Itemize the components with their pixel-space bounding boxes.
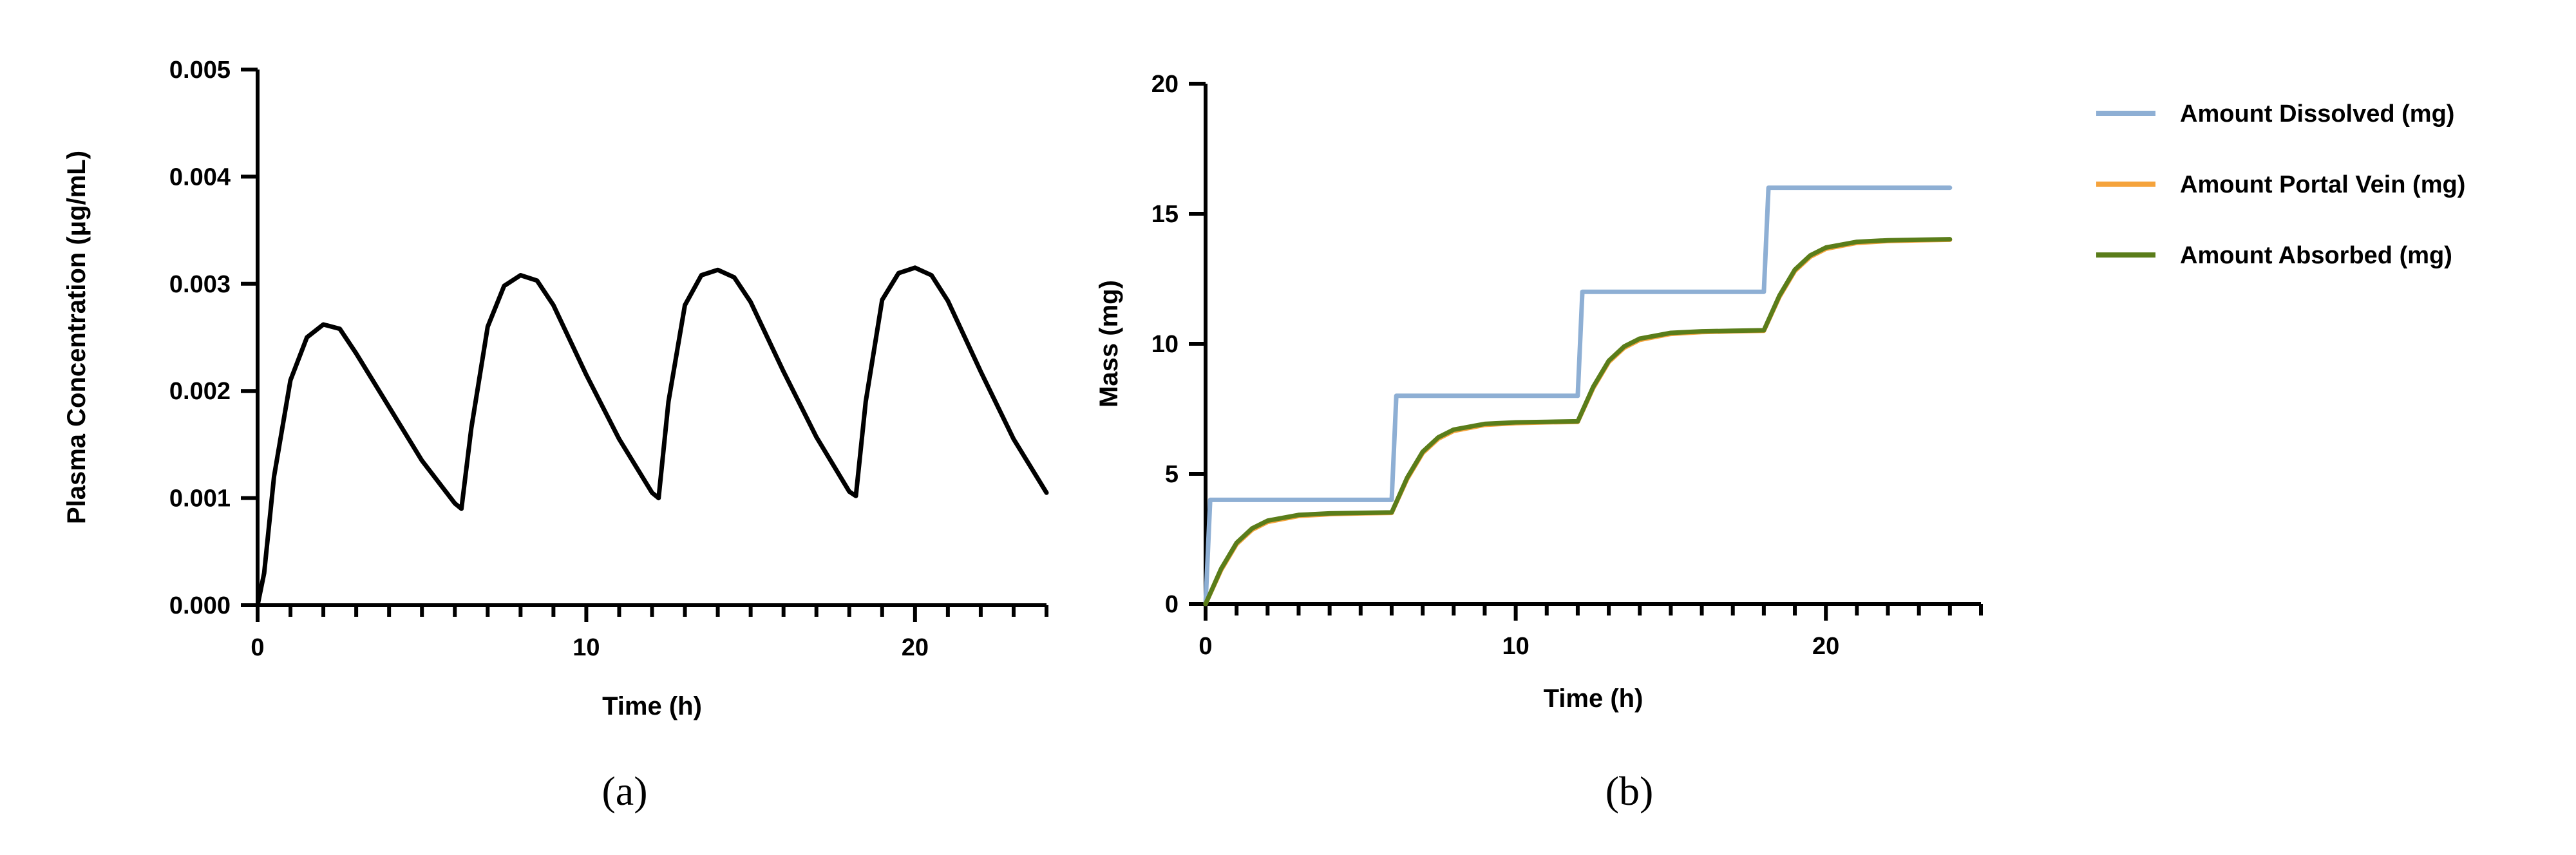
chart-b-legend-label-1: Amount Portal Vein (mg) [2180,171,2465,198]
chart-b-y-axis-title: Mass (mg) [1095,280,1123,408]
chart-a-series-line-0 [255,265,1049,608]
chart-b-y-tick-label: 20 [1151,71,1179,98]
chart-b-legend-label-0: Amount Dissolved (mg) [2180,100,2454,127]
chart-a-plasma-concentration: 0 10 20 0.000 0.001 0.002 0.003 0.004 0.005 Time … [62,57,1049,814]
chart-a-x-axis-title: Time (h) [602,692,702,720]
chart-a-panel-label: (a) [601,768,647,814]
chart-b-x-axis-title: Time (h) [1544,684,1643,713]
chart-a-y-tick-label: 0.003 [169,271,231,298]
chart-b-x-tick-label: 20 [1812,633,1839,660]
chart-a-y-tick-label: 0.005 [169,57,231,84]
chart-a-y-tick-label: 0.002 [169,378,231,405]
chart-a-y-tick-label: 0.001 [169,485,231,512]
chart-b-y-tick-label: 10 [1151,331,1179,358]
chart-b-mass: 0 10 20 0 5 10 15 20 Time (h) Mass (mg) Amount Dis… [1095,71,2465,814]
chart-b-legend-label-2: Amount Absorbed (mg) [2180,242,2452,269]
chart-a-x-tick-label: 0 [251,634,264,661]
chart-a-x-tick-label: 20 [902,634,929,661]
chart-a-y-tick-label: 0.000 [169,592,231,619]
chart-a-x-tick-label: 10 [573,634,600,661]
chart-b-x-tick-label: 0 [1198,633,1212,660]
chart-b-y-tick-label: 0 [1165,591,1179,618]
chart-a-y-axis-title: Plasma Concentration (μg/mL) [62,151,91,524]
chart-b-x-tick-label: 10 [1502,633,1529,660]
chart-b-series-line-0 [1203,185,1953,606]
chart-b-y-tick-label: 15 [1151,201,1179,228]
chart-b-panel-label: (b) [1605,768,1654,814]
chart-b-y-tick-label: 5 [1165,461,1179,488]
chart-b-series-line-2 [1203,237,1953,606]
chart-a-y-tick-label: 0.004 [169,164,231,191]
